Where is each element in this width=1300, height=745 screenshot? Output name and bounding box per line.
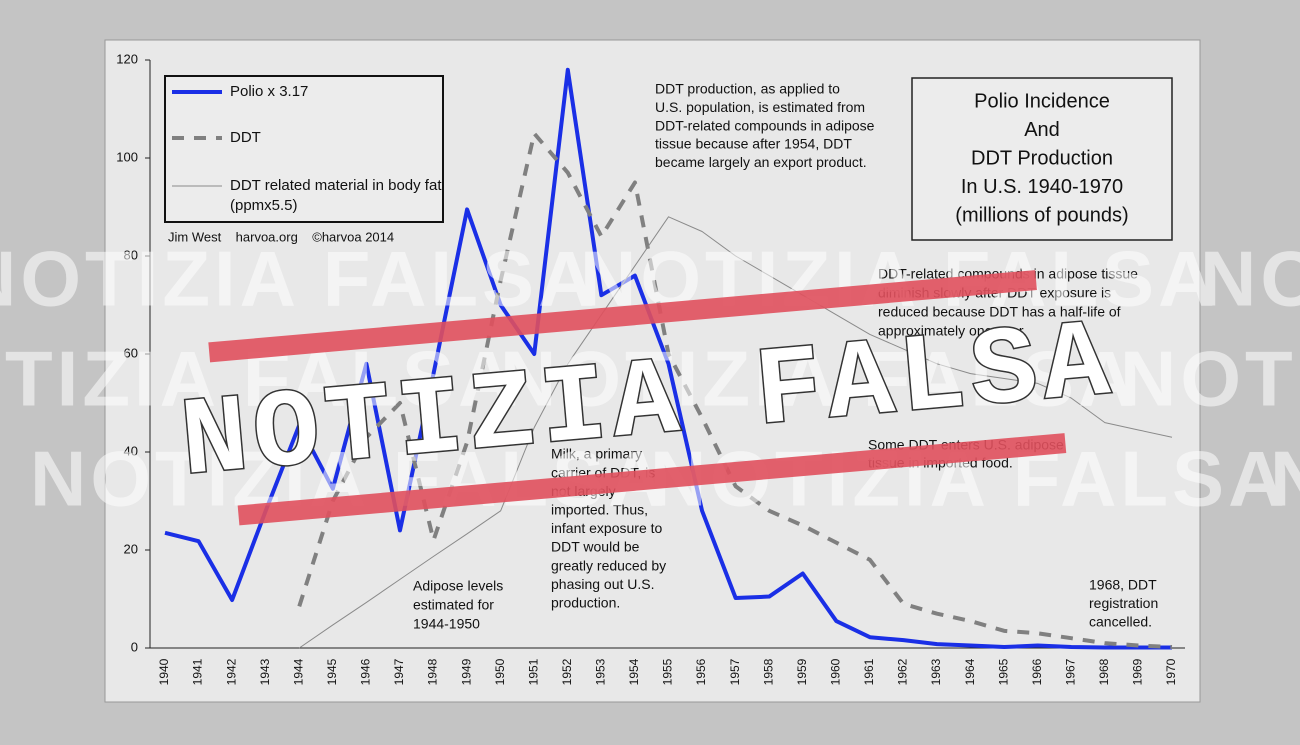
annotation: Adipose levels xyxy=(413,578,503,594)
chart-title: Polio Incidence xyxy=(974,90,1110,112)
x-tick-label: 1953 xyxy=(594,658,608,685)
x-tick-label: 1957 xyxy=(728,658,742,685)
x-tick-label: 1963 xyxy=(929,658,943,685)
x-tick-label: 1964 xyxy=(963,658,977,685)
annotation: production. xyxy=(551,595,620,611)
x-tick-label: 1967 xyxy=(1063,658,1077,685)
x-tick-label: 1955 xyxy=(661,658,675,685)
annotation: Milk, a primary xyxy=(551,446,642,462)
x-tick-label: 1948 xyxy=(426,658,440,685)
chart-title: DDT Production xyxy=(971,147,1113,169)
x-tick-label: 1970 xyxy=(1164,658,1178,685)
stamp-bar xyxy=(208,270,1037,363)
annotation: greatly reduced by xyxy=(551,557,666,573)
x-tick-label: 1959 xyxy=(795,658,809,685)
y-tick-label: 20 xyxy=(124,541,138,556)
x-tick-label: 1956 xyxy=(694,658,708,685)
x-tick-label: 1969 xyxy=(1131,658,1145,685)
annotation: phasing out U.S. xyxy=(551,576,655,592)
x-tick-label: 1965 xyxy=(996,658,1010,685)
x-tick-label: 1947 xyxy=(392,658,406,685)
x-tick-label: 1943 xyxy=(258,658,272,685)
annotation: infant exposure to xyxy=(551,520,663,536)
watermark-text: NOTIZIA FALSA xyxy=(0,235,598,323)
annotation: 1968, DDT xyxy=(1089,577,1157,593)
watermark-text: NOTIZIA FALSA xyxy=(1270,435,1300,523)
x-tick-label: 1942 xyxy=(224,658,238,685)
y-tick-label: 60 xyxy=(124,345,138,360)
x-tick-label: 1968 xyxy=(1097,658,1111,685)
y-tick-label: 80 xyxy=(124,247,138,262)
x-tick-label: 1950 xyxy=(493,658,507,685)
x-tick-label: 1940 xyxy=(157,658,171,685)
stamp-bar xyxy=(237,433,1067,526)
annotation: tissue because after 1954, DDT xyxy=(655,136,852,152)
y-tick-label: 40 xyxy=(124,443,138,458)
chart-title: In U.S. 1940-1970 xyxy=(961,176,1123,198)
annotation: reduced because DDT has a half-life of xyxy=(878,304,1121,320)
watermark-text: NOTIZIA FALSA xyxy=(1120,335,1300,423)
annotation: cancelled. xyxy=(1089,614,1152,630)
credit: Jim West harvoa.org ©harvoa 2014 xyxy=(168,229,394,244)
y-tick-label: 120 xyxy=(116,51,138,66)
x-tick-label: 1951 xyxy=(526,658,540,685)
legend-label: DDT related material in body fat (ppmx5.… xyxy=(230,177,442,214)
x-tick-label: 1945 xyxy=(325,658,339,685)
annotation: DDT-related compounds in adipose xyxy=(655,117,875,133)
annotation: estimated for xyxy=(413,597,494,613)
series-line xyxy=(297,131,1173,650)
legend-box xyxy=(164,75,444,223)
x-tick-label: 1966 xyxy=(1030,658,1044,685)
x-tick-label: 1944 xyxy=(291,658,305,685)
x-tick-label: 1941 xyxy=(191,658,205,685)
x-tick-label: 1952 xyxy=(560,658,574,685)
x-tick-label: 1949 xyxy=(459,658,473,685)
chart-title: (millions of pounds) xyxy=(955,204,1128,226)
annotation: became largely an export product. xyxy=(655,154,867,170)
y-tick-label: 100 xyxy=(116,149,138,164)
watermark-text: NOTIZIA FALSA xyxy=(1200,235,1300,323)
title-box xyxy=(911,77,1173,241)
annotation: DDT production, as applied to xyxy=(655,81,840,97)
legend-label: DDT xyxy=(230,129,261,146)
x-tick-label: 1961 xyxy=(862,658,876,685)
x-tick-label: 1954 xyxy=(627,658,641,685)
y-tick-label: 0 xyxy=(131,639,138,654)
watermark-text: NOTIZIA FALSA xyxy=(500,335,1138,423)
annotation: approximately one year. xyxy=(878,323,1027,339)
annotation: DDT would be xyxy=(551,539,640,555)
annotation: U.S. population, is estimated from xyxy=(655,99,865,115)
x-tick-label: 1946 xyxy=(359,658,373,685)
annotation: 1944-1950 xyxy=(413,616,480,632)
series-line xyxy=(164,67,1172,650)
series-line xyxy=(298,216,1173,649)
legend-label: Polio x 3.17 xyxy=(230,83,308,100)
x-tick-label: 1962 xyxy=(896,658,910,685)
chart-title: And xyxy=(1024,119,1060,141)
annotation: imported. Thus, xyxy=(551,502,648,518)
annotation: registration xyxy=(1089,595,1158,611)
x-tick-label: 1958 xyxy=(761,658,775,685)
x-tick-label: 1960 xyxy=(829,658,843,685)
